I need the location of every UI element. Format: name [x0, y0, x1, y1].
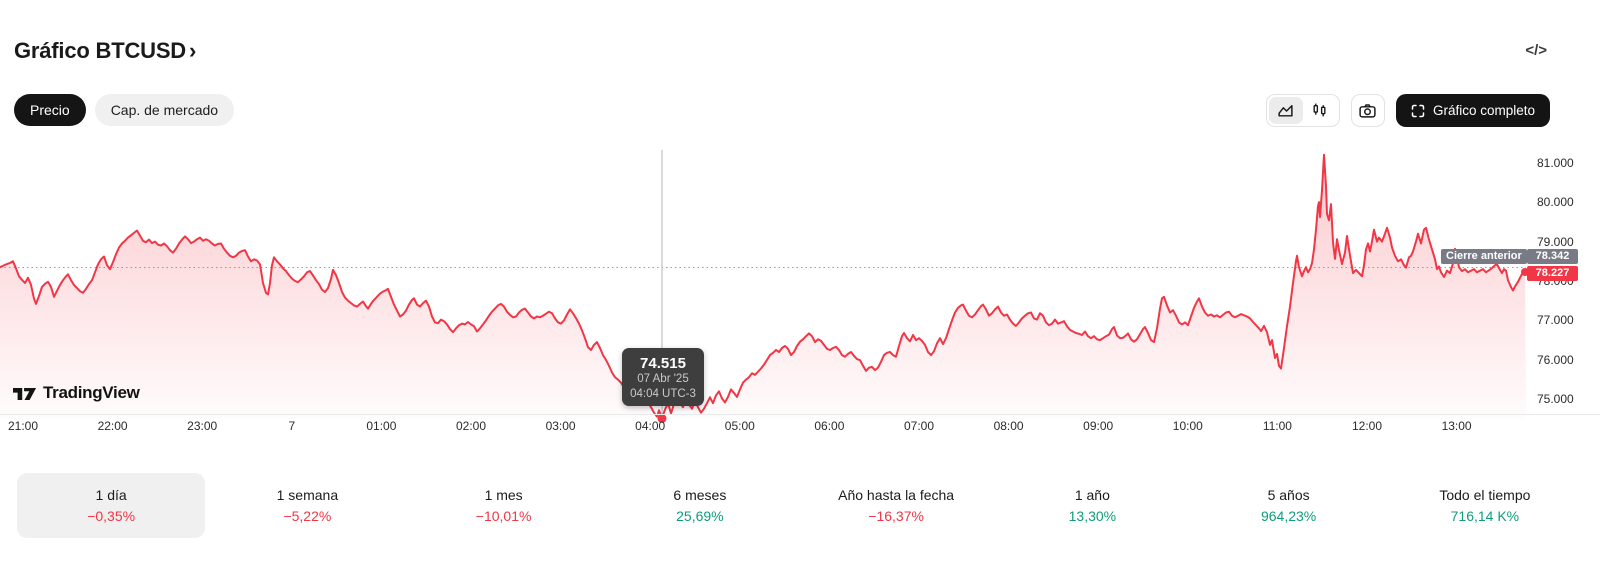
chart-controls: Gráfico completo: [1265, 94, 1550, 127]
x-axis-label: 12:00: [1351, 419, 1383, 433]
x-axis-label: 08:00: [993, 419, 1024, 433]
tab-price[interactable]: Precio: [14, 94, 86, 126]
x-axis-label: 04:00: [635, 419, 666, 433]
range-change: −5,22%: [283, 508, 332, 524]
x-axis-label: 06:00: [814, 419, 845, 433]
full-chart-button[interactable]: Gráfico completo: [1395, 94, 1550, 127]
y-axis-label: 79.000: [1537, 234, 1574, 249]
range-label: Todo el tiempo: [1439, 487, 1531, 503]
screenshot-camera-button[interactable]: [1350, 94, 1385, 127]
range-change: −16,37%: [868, 508, 924, 524]
previous-close-value-badge: 78.342: [1527, 249, 1578, 264]
x-axis-label: 09:00: [1083, 419, 1114, 433]
tooltip-time: 04:04 UTC-3: [630, 388, 696, 400]
x-axis-label: 13:00: [1441, 419, 1472, 433]
x-axis-label: 05:00: [724, 419, 755, 433]
tab-market-cap[interactable]: Cap. de mercado: [94, 94, 235, 126]
range-button-1-mes[interactable]: 1 mes −10,01%: [410, 473, 598, 538]
x-axis-label: 01:00: [366, 419, 397, 433]
range-change: 13,30%: [1068, 508, 1117, 524]
area-fill: [0, 154, 1526, 420]
tradingview-logo-text: TradingView: [43, 383, 140, 402]
range-button-1-ano[interactable]: 1 año 13,30%: [998, 473, 1186, 538]
chevron-right-icon[interactable]: ›: [189, 38, 197, 63]
range-label: 1 año: [1074, 487, 1110, 503]
x-axis-label: 7: [288, 419, 296, 433]
x-axis-label: 10:00: [1172, 419, 1203, 433]
range-button-todo-el-tiempo[interactable]: Todo el tiempo 716,14 K%: [1391, 473, 1579, 538]
x-axis-label: 07:00: [903, 419, 935, 433]
x-axis-label: 21:00: [7, 419, 39, 433]
chart-mode-tabs: Precio Cap. de mercado: [14, 94, 235, 126]
range-label: 1 mes: [484, 487, 523, 503]
full-chart-label: Gráfico completo: [1432, 103, 1535, 118]
x-axis-label: 11:00: [1262, 419, 1292, 433]
tradingview-logo[interactable]: TradingView: [13, 383, 140, 403]
page-title-text: Gráfico BTCUSD: [14, 38, 186, 63]
x-axis-label: 23:00: [187, 419, 218, 433]
y-axis-label: 76.000: [1537, 352, 1574, 367]
tradingview-logo-icon: [13, 387, 37, 400]
page-title: Gráfico BTCUSD ›: [14, 38, 196, 64]
x-axis-label: 03:00: [545, 419, 576, 433]
x-axis-label: 02:00: [455, 419, 487, 433]
range-change: −0,35%: [87, 508, 136, 524]
range-change: 964,23%: [1260, 508, 1317, 524]
last-price-badge: 78.227: [1527, 266, 1578, 281]
crosshair-tooltip: 74.515 07 Abr '25 04:04 UTC-3: [622, 348, 704, 406]
range-change: −10,01%: [475, 508, 532, 524]
range-button-ano-hasta-la-fecha[interactable]: Año hasta la fecha −16,37%: [802, 473, 990, 538]
embed-code-icon[interactable]: </>: [1525, 42, 1547, 59]
y-axis-label: 77.000: [1537, 313, 1574, 328]
range-label: 1 semana: [276, 487, 339, 503]
tooltip-date: 07 Abr '25: [637, 373, 689, 385]
range-label: 6 meses: [673, 487, 727, 503]
chart-type-toggle: [1265, 94, 1340, 127]
tooltip-price: 74.515: [640, 355, 686, 372]
range-selector: 1 día −0,35% 1 semana −5,22% 1 mes −10,01% 6 m…: [13, 473, 1583, 538]
range-button-5-anos[interactable]: 5 años 964,23%: [1195, 473, 1383, 538]
y-axis-label: 75.000: [1537, 392, 1574, 407]
range-label: 1 día: [95, 487, 127, 503]
range-change: 25,69%: [676, 508, 724, 524]
range-label: Año hasta la fecha: [838, 487, 955, 503]
range-label: 5 años: [1267, 487, 1310, 503]
x-axis-label: 22:00: [97, 419, 128, 433]
x-axis-line: [0, 414, 1600, 415]
range-button-1-semana[interactable]: 1 semana −5,22%: [213, 473, 401, 538]
candlestick-chart-icon[interactable]: [1303, 97, 1337, 124]
price-line: [0, 153, 1526, 420]
area-chart-icon[interactable]: [1268, 97, 1303, 124]
range-button-1-dia[interactable]: 1 día −0,35%: [17, 473, 206, 538]
y-axis-label: 81.000: [1537, 155, 1574, 170]
fullscreen-icon: [1411, 104, 1425, 118]
range-change: 716,14 K%: [1450, 508, 1520, 524]
range-button-6-meses[interactable]: 6 meses 25,69%: [606, 473, 794, 538]
previous-close-label-badge: Cierre anterior: [1441, 249, 1527, 264]
y-axis-label: 80.000: [1537, 195, 1574, 210]
